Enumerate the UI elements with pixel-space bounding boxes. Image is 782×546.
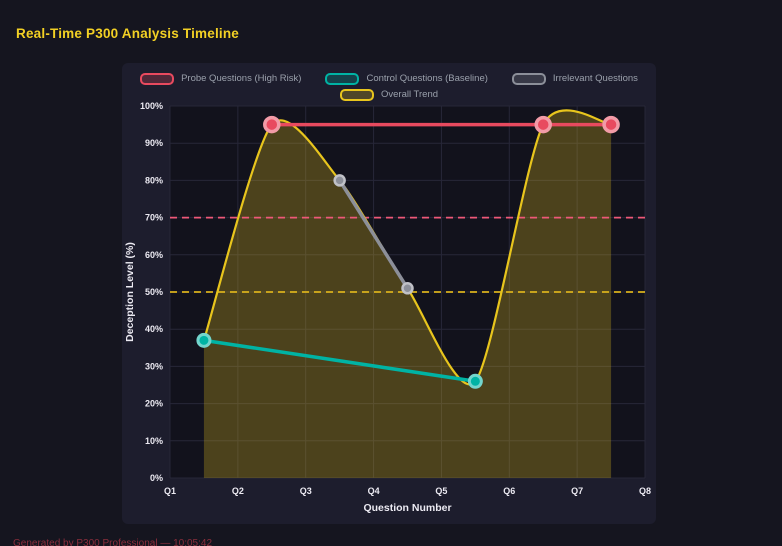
y-tick-label: 40%	[145, 324, 163, 334]
legend-item-trend[interactable]: Overall Trend	[339, 88, 439, 101]
page-title: Real-Time P300 Analysis Timeline	[16, 26, 240, 41]
marker-irrelevant	[401, 282, 414, 295]
irrelevant-swatch-icon	[511, 72, 546, 85]
series-line-irrelevant	[337, 178, 410, 291]
x-tick-label: Q3	[300, 486, 312, 496]
y-tick-label: 90%	[145, 138, 163, 148]
x-tick-label: Q7	[571, 486, 583, 496]
legend-item-irrelevant[interactable]: Irrelevant Questions	[511, 72, 638, 85]
x-tick-label: Q6	[503, 486, 515, 496]
y-tick-label: 100%	[140, 102, 163, 111]
x-tick-label: Q8	[639, 486, 651, 496]
y-tick-label: 20%	[145, 399, 163, 409]
legend-item-probe[interactable]: Probe Questions (High Risk)	[140, 72, 301, 85]
timeline-chart[interactable]: 0% 10% 20% 30% 40% 50% 60% 70% 80% 90% 100% Q1 Q2 Q3 Q…	[122, 102, 656, 522]
x-tick-label: Q1	[164, 486, 176, 496]
y-tick-label: 70%	[145, 213, 163, 223]
footer-note: Generated by P300 Professional — 10:05:4…	[13, 538, 213, 546]
legend-label-trend: Overall Trend	[380, 89, 439, 100]
legend-label-control: Control Questions (Baseline)	[366, 73, 488, 84]
chart-legend: Probe Questions (High Risk) Control Ques…	[122, 63, 656, 101]
legend-row-2: Overall Trend	[122, 88, 656, 101]
y-tick-label: 0%	[150, 473, 163, 483]
plot-area: 0% 10% 20% 30% 40% 50% 60% 70% 80% 90% 100% Q1 Q2 Q3 Q…	[122, 102, 656, 522]
marker-probe	[263, 115, 281, 134]
x-tick-label: Q4	[368, 486, 380, 496]
y-tick-label: 10%	[145, 436, 163, 446]
marker-control	[196, 332, 212, 348]
y-tick-label: 60%	[145, 250, 163, 260]
y-axis-title: Deception Level (%)	[124, 242, 136, 342]
legend-label-irrelevant: Irrelevant Questions	[552, 73, 638, 84]
x-axis-title: Question Number	[363, 502, 451, 514]
x-tick-label: Q5	[435, 486, 447, 496]
legend-row-1: Probe Questions (High Risk) Control Ques…	[122, 72, 656, 85]
control-swatch-icon	[325, 72, 360, 85]
legend-item-control[interactable]: Control Questions (Baseline)	[325, 72, 488, 85]
trend-swatch-icon	[339, 88, 374, 101]
marker-probe	[602, 115, 620, 134]
y-tick-label: 80%	[145, 175, 163, 185]
marker-probe	[534, 115, 552, 134]
x-tick-label: Q2	[232, 486, 244, 496]
gridlines	[169, 105, 646, 479]
series-line-control	[202, 338, 478, 384]
marker-control	[467, 373, 483, 389]
y-tick-label: 30%	[145, 361, 163, 371]
marker-irrelevant	[333, 174, 346, 187]
chart-panel: Probe Questions (High Risk) Control Ques…	[122, 63, 656, 524]
y-tick-label: 50%	[145, 287, 163, 297]
probe-swatch-icon	[140, 72, 175, 85]
legend-label-probe: Probe Questions (High Risk)	[181, 73, 302, 84]
